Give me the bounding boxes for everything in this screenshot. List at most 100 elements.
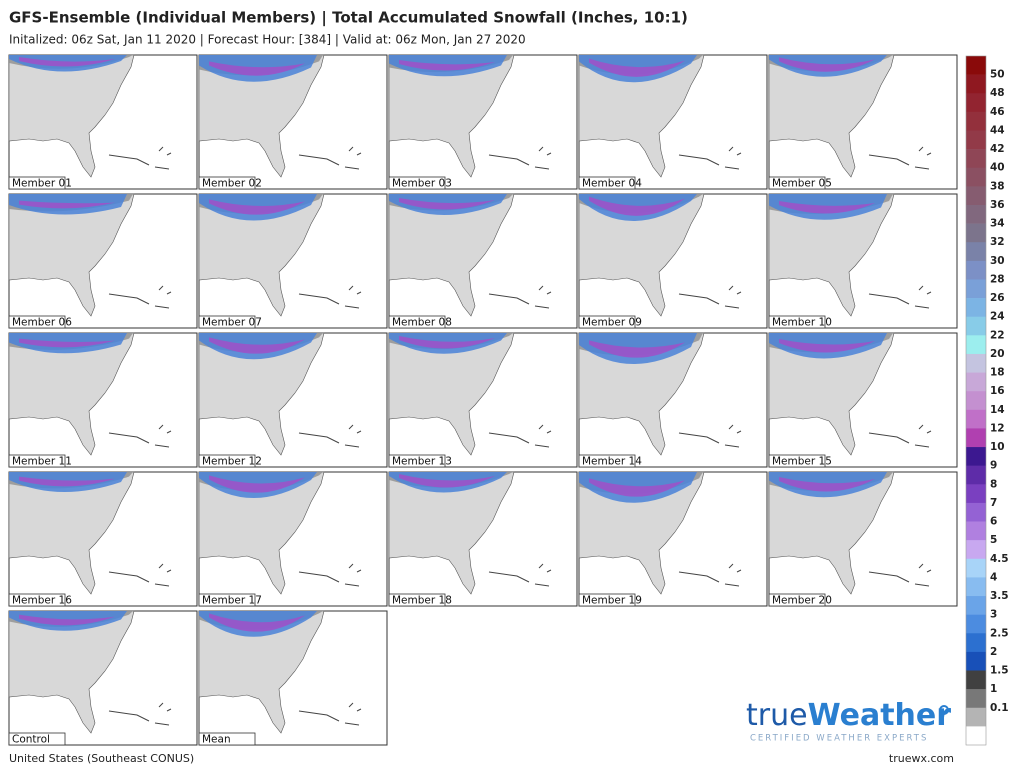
land xyxy=(8,332,135,456)
islands xyxy=(298,146,362,170)
logo-a: true xyxy=(746,698,808,733)
snow-purple xyxy=(19,476,115,487)
map-panel: Member 17 xyxy=(198,471,388,607)
legend-swatch xyxy=(966,56,986,75)
land xyxy=(198,471,325,595)
legend-swatch xyxy=(966,447,986,466)
legend-swatch xyxy=(966,353,986,373)
legend-swatch xyxy=(966,223,986,243)
panel-label: Member 08 xyxy=(392,317,452,329)
legend-swatch xyxy=(966,651,986,671)
islands xyxy=(678,285,742,309)
islands xyxy=(868,285,932,309)
legend-swatch xyxy=(966,484,986,504)
land xyxy=(768,54,895,178)
label-box xyxy=(768,315,826,329)
logo: trueWeather xyxy=(746,698,951,733)
legend-label: 28 xyxy=(990,273,1005,285)
legend-label: 4.5 xyxy=(990,553,1009,565)
legend-label: 10 xyxy=(990,441,1005,453)
legend-label: 34 xyxy=(990,218,1005,230)
land xyxy=(198,332,325,456)
legend-swatch xyxy=(966,242,986,262)
legend-swatch xyxy=(966,428,986,448)
islands xyxy=(298,424,362,448)
map-panel: Member 12 xyxy=(198,332,388,468)
land xyxy=(198,54,325,178)
label-box xyxy=(8,732,66,746)
legend-swatch xyxy=(966,111,986,131)
legend-swatch xyxy=(966,502,986,522)
legend-label: 16 xyxy=(990,385,1005,397)
islands xyxy=(108,563,172,587)
map-panel: Member 15 xyxy=(768,332,958,468)
map-panel: Member 14 xyxy=(578,332,768,468)
snow-purple xyxy=(399,336,495,349)
map-panel: Member 16 xyxy=(8,471,198,607)
footer-site: truewx.com xyxy=(889,752,954,765)
map-panel: Member 05 xyxy=(768,54,958,190)
legend-label: 38 xyxy=(990,180,1005,192)
snow-purple xyxy=(19,57,115,67)
islands xyxy=(488,146,552,170)
snow-purple xyxy=(209,199,305,215)
land xyxy=(578,471,705,595)
legend-label: 50 xyxy=(990,69,1005,81)
panel-label: Member 12 xyxy=(202,456,262,468)
legend-swatch xyxy=(966,93,986,113)
label-box xyxy=(388,454,446,468)
legend-label: 40 xyxy=(990,162,1005,174)
label-box xyxy=(388,315,446,329)
map-panel: Member 07 xyxy=(198,193,388,329)
map-panel: Member 01 xyxy=(8,54,198,190)
islands xyxy=(488,563,552,587)
map-panel: Member 06 xyxy=(8,193,198,329)
footer-region: United States (Southeast CONUS) xyxy=(9,752,194,765)
panel-label: Member 09 xyxy=(582,317,642,329)
legend-swatch xyxy=(966,186,986,206)
land xyxy=(388,193,515,317)
snow-purple xyxy=(589,196,685,216)
legend-swatch xyxy=(966,670,986,690)
panel-label: Member 18 xyxy=(392,595,452,607)
islands xyxy=(108,424,172,448)
legend-label: 36 xyxy=(990,199,1005,211)
logo-tagline: CERTIFIED WEATHER EXPERTS xyxy=(750,734,928,744)
legend-swatch xyxy=(966,596,986,615)
map-panel: Member 04 xyxy=(578,54,768,190)
label-box xyxy=(768,593,826,607)
legend-label: 5 xyxy=(990,534,997,546)
legend-label: 20 xyxy=(990,348,1005,360)
label-box xyxy=(578,454,636,468)
land xyxy=(8,471,135,595)
legend-label: 24 xyxy=(990,311,1005,323)
legend-label: 26 xyxy=(990,292,1005,304)
snow-purple xyxy=(209,61,305,76)
title: GFS-Ensemble (Individual Members) | Tota… xyxy=(9,9,688,28)
map-panel: Member 20 xyxy=(768,471,958,607)
panel-label: Member 19 xyxy=(582,595,642,607)
label-box xyxy=(388,176,446,190)
legend-label: 14 xyxy=(990,404,1005,416)
legend-swatch xyxy=(966,260,986,280)
legend-label: 2.5 xyxy=(990,627,1009,639)
map-panel: Member 18 xyxy=(388,471,578,607)
legend-swatch xyxy=(966,149,986,169)
land xyxy=(388,471,515,595)
land xyxy=(388,332,515,456)
legend-label: 1.5 xyxy=(990,665,1009,677)
map-panel: Control xyxy=(8,610,198,746)
legend-swatch xyxy=(966,689,986,709)
legend-swatch xyxy=(966,204,986,224)
islands xyxy=(678,146,742,170)
land xyxy=(578,332,705,456)
legend-swatch xyxy=(966,167,986,187)
islands xyxy=(108,285,172,309)
label-box xyxy=(578,593,636,607)
snow-purple xyxy=(399,60,495,71)
legend-label: 7 xyxy=(990,497,997,509)
snow-purple xyxy=(19,614,115,626)
map-panel: Member 10 xyxy=(768,193,958,329)
islands xyxy=(678,563,742,587)
